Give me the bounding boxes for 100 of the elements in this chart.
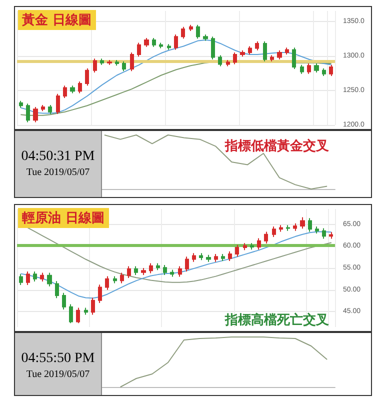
candlestick bbox=[250, 242, 254, 250]
candlestick bbox=[76, 307, 80, 324]
candlestick bbox=[248, 46, 252, 56]
candlestick bbox=[235, 244, 239, 258]
candlestick bbox=[240, 50, 245, 58]
candlestick bbox=[272, 226, 276, 238]
candlestick bbox=[257, 238, 261, 250]
candlestick bbox=[33, 106, 38, 123]
annotation: 04:50:31 PM bbox=[20, 149, 96, 165]
chart-title: 輕原油 日線圖 bbox=[18, 208, 109, 228]
candlestick bbox=[307, 63, 311, 74]
line-series bbox=[27, 227, 332, 283]
candlestick bbox=[293, 222, 297, 232]
candlestick bbox=[120, 272, 124, 284]
candlestick bbox=[41, 104, 45, 112]
candlestick bbox=[206, 254, 211, 262]
candlestick bbox=[279, 224, 283, 232]
line-series bbox=[20, 40, 332, 114]
candlestick bbox=[255, 40, 259, 51]
candlestick bbox=[152, 37, 156, 48]
candlestick bbox=[69, 304, 73, 324]
candlestick bbox=[47, 272, 52, 287]
candlestick bbox=[286, 224, 290, 232]
chart-title: 黃金 日線圖 bbox=[18, 10, 96, 30]
candlestick bbox=[315, 226, 319, 234]
candlestick bbox=[203, 34, 208, 42]
candlestick bbox=[159, 42, 163, 49]
candlestick bbox=[100, 58, 104, 66]
candlestick bbox=[113, 276, 117, 284]
candlestick bbox=[170, 269, 174, 278]
candlestick bbox=[243, 242, 247, 251]
candlestick bbox=[263, 40, 267, 62]
clock-widget: 04:50:31 PM Tue 2019/05/07 bbox=[15, 131, 102, 197]
candlestick bbox=[85, 68, 89, 86]
candlestick bbox=[174, 34, 178, 50]
candlestick bbox=[48, 104, 52, 114]
candlestick bbox=[181, 26, 185, 40]
candlestick bbox=[322, 228, 326, 240]
candlestick bbox=[78, 80, 82, 94]
candlestick bbox=[185, 256, 189, 272]
candlestick bbox=[26, 103, 30, 123]
candlestick bbox=[122, 60, 126, 72]
candlestick bbox=[26, 270, 30, 286]
candlestick bbox=[130, 52, 134, 72]
candlestick bbox=[314, 63, 319, 73]
candlestick bbox=[19, 274, 23, 286]
candlestick bbox=[285, 47, 289, 56]
candlestick bbox=[40, 272, 44, 282]
candlestick bbox=[105, 276, 109, 290]
candlestick bbox=[300, 64, 304, 74]
candlestick bbox=[141, 268, 146, 276]
candlestick bbox=[329, 232, 333, 240]
annotation: 04:55:50 PM bbox=[20, 351, 96, 367]
annotation: Tue 2019/05/07 bbox=[25, 369, 91, 380]
candlestick bbox=[199, 252, 203, 261]
candlestick bbox=[228, 250, 232, 262]
candlestick bbox=[226, 60, 230, 67]
candlestick bbox=[19, 100, 23, 108]
candlestick bbox=[33, 270, 37, 282]
candlestick bbox=[144, 37, 149, 48]
candlestick bbox=[163, 264, 167, 276]
annotation: 指標高檔死亡交叉 bbox=[225, 312, 329, 329]
candlestick bbox=[178, 266, 182, 278]
candlestick bbox=[115, 60, 119, 66]
candlestick bbox=[107, 60, 112, 66]
candlestick bbox=[167, 44, 171, 50]
candlestick bbox=[270, 54, 274, 62]
candlestick bbox=[137, 42, 141, 58]
candlestick bbox=[192, 252, 196, 262]
candlestick bbox=[149, 262, 153, 274]
annotation: Tue 2019/05/07 bbox=[25, 167, 91, 178]
candlestick bbox=[214, 254, 218, 262]
candlestick bbox=[55, 280, 59, 299]
candlestick bbox=[218, 54, 222, 67]
candlestick bbox=[98, 284, 102, 304]
candlestick bbox=[308, 218, 312, 232]
candlestick bbox=[84, 307, 88, 316]
clock-widget: 04:55:50 PM Tue 2019/05/07 bbox=[15, 333, 102, 395]
line-series bbox=[20, 231, 332, 299]
candlestick bbox=[91, 297, 95, 316]
candlestick bbox=[127, 266, 131, 279]
candlestick bbox=[93, 58, 97, 73]
candlestick bbox=[233, 52, 237, 65]
candlestick bbox=[63, 85, 67, 99]
candlestick bbox=[56, 93, 60, 114]
candlestick bbox=[277, 50, 282, 60]
candlestick bbox=[329, 64, 333, 76]
candlestick bbox=[62, 292, 66, 310]
annotation: 指標低檔黃金交叉 bbox=[225, 138, 329, 155]
candlestick bbox=[196, 24, 200, 40]
candlestick bbox=[292, 47, 296, 70]
candlestick bbox=[322, 68, 326, 76]
candlestick bbox=[300, 216, 305, 230]
candlestick bbox=[211, 36, 215, 60]
candlestick bbox=[70, 85, 75, 94]
candlestick bbox=[264, 231, 268, 244]
candlestick bbox=[156, 262, 160, 271]
candlestick bbox=[134, 266, 138, 276]
candlestick bbox=[189, 24, 193, 32]
candlestick bbox=[221, 254, 225, 262]
